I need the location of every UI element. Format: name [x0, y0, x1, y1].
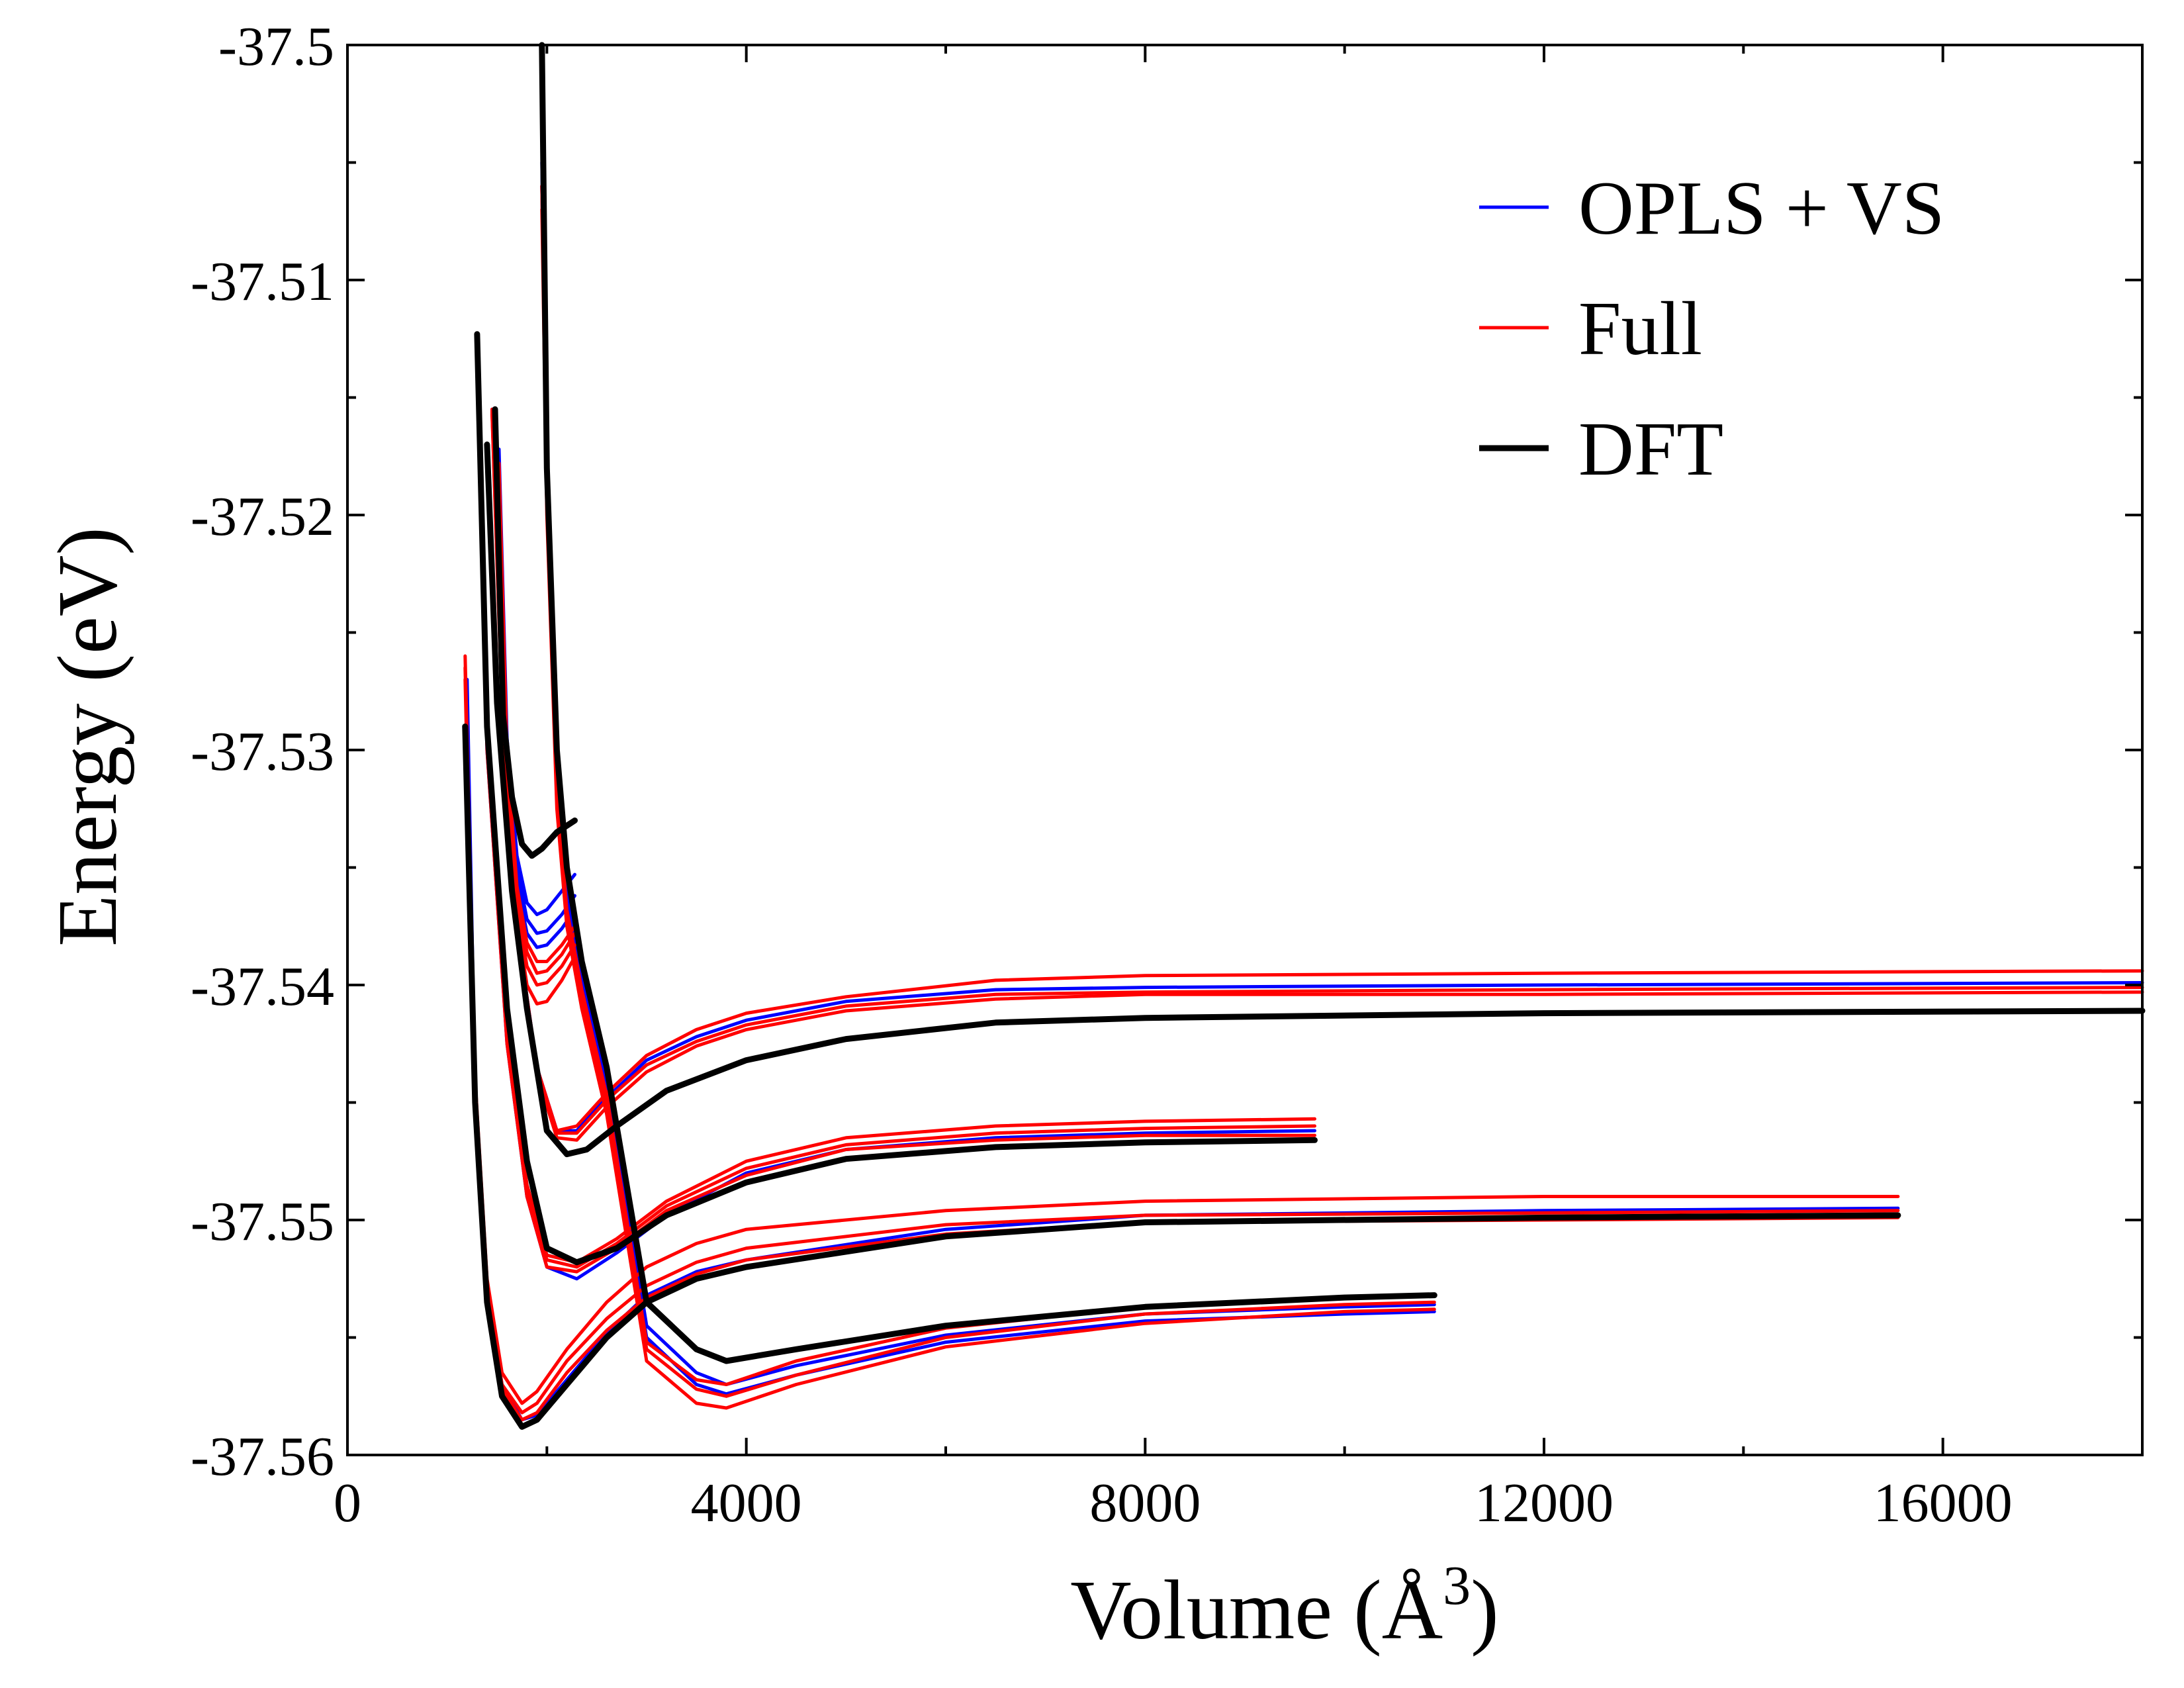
- series-line-full-c-15: [477, 379, 1316, 1269]
- x-tick-label: 8000: [1089, 1472, 1201, 1534]
- legend-label: DFT: [1578, 407, 1723, 492]
- legend-label: OPLS + VS: [1578, 166, 1944, 251]
- x-tick-label: 4000: [691, 1472, 802, 1534]
- y-tick-label: -37.52: [191, 486, 334, 547]
- y-axis-title: Energy (eV): [40, 527, 134, 947]
- series-layer: [462, 42, 2146, 1430]
- x-axis-title-superscript: 3: [1443, 1555, 1471, 1617]
- x-axis-title-close: ): [1471, 1563, 1499, 1657]
- series-line-dft-a-0: [539, 42, 1437, 1364]
- x-axis-title-main: Volume (Å: [1070, 1563, 1443, 1657]
- y-tick-label: -37.5: [218, 16, 334, 77]
- x-tick-label: 0: [334, 1472, 361, 1534]
- ticks-layer: 0 4000 8000 12000 16000 -37.5 -37.51 -37.52 -37.…: [191, 16, 2142, 1534]
- series-line-full-e-28: [497, 490, 576, 1006]
- y-tick-label: -37.53: [191, 721, 334, 782]
- y-tick-label: -37.51: [191, 251, 334, 312]
- y-tick-label: -37.54: [191, 956, 334, 1017]
- series-line-dft-e-21: [492, 406, 578, 859]
- legend: OPLS + VS Full DFT: [1479, 166, 1944, 492]
- y-tick-label: -37.55: [191, 1191, 334, 1252]
- series-line-dft-b-6: [462, 724, 1901, 1430]
- legend-label: Full: [1578, 287, 1702, 371]
- x-tick-label: 12000: [1475, 1472, 1614, 1534]
- series-line-full-b-8: [463, 654, 1900, 1405]
- series-line-dft-d-16: [484, 442, 2146, 1158]
- y-tick-label: -37.56: [191, 1426, 334, 1487]
- series-line-dft-c-11: [474, 331, 1318, 1266]
- x-tick-label: 16000: [1874, 1472, 2013, 1534]
- x-axis-title: Volume (Å3): [1070, 1555, 1499, 1657]
